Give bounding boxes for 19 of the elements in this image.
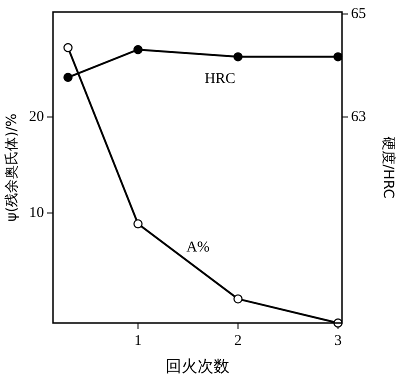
series-label: HRC: [204, 70, 236, 87]
y2-tick-label: 63: [351, 108, 366, 125]
y-tick-label: 10: [29, 205, 44, 222]
y-axis-title: ψ(残余奥氏体)/%: [4, 113, 20, 222]
point: [333, 52, 343, 62]
point: [63, 72, 73, 82]
y2-tick-label: 65: [351, 6, 366, 22]
x-tick-label: 2: [234, 332, 242, 349]
point: [233, 294, 243, 304]
point: [233, 52, 243, 62]
x-tick-label: 3: [334, 332, 342, 349]
point: [133, 44, 143, 54]
point: [133, 219, 143, 228]
point: [63, 43, 73, 52]
y2-axis-title: 硬度/HRC: [380, 136, 396, 199]
y-tick-label: 20: [29, 108, 44, 125]
series-label: A%: [186, 239, 210, 256]
x-tick-label: 1: [134, 332, 142, 349]
x-axis-title: 回火次数: [166, 356, 230, 376]
